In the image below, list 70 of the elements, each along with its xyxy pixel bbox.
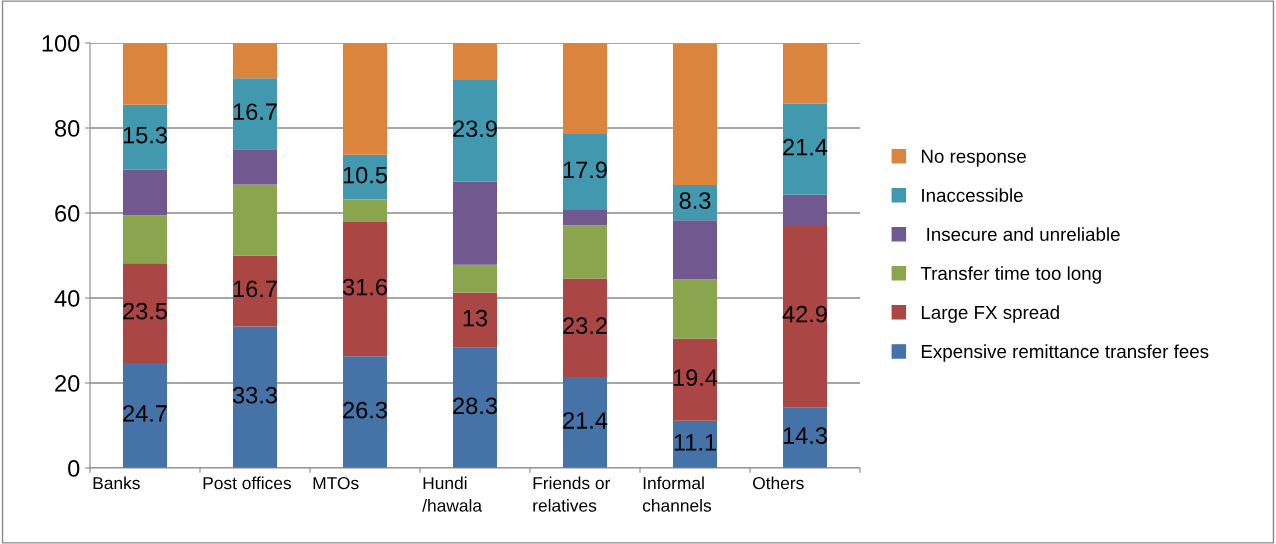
bar <box>783 224 827 408</box>
data-label: 11.1 <box>674 434 716 451</box>
data-label: 13 <box>463 309 488 327</box>
bar <box>233 78 277 150</box>
bar <box>343 43 387 155</box>
bar <box>673 43 717 185</box>
bar <box>563 225 607 279</box>
data-label: 8.3 <box>679 192 711 209</box>
x-tick-label: Post offices <box>203 476 292 490</box>
x-tick-label: Informal channels <box>642 476 712 512</box>
data-label: 28.3 <box>453 397 497 415</box>
bar <box>673 279 717 339</box>
y-tick-label: 100 <box>42 35 80 52</box>
data-label: 16.7 <box>233 280 277 298</box>
legend-label: Insecure and unreliable <box>927 227 1120 242</box>
bar <box>783 407 827 468</box>
bar <box>233 149 277 185</box>
bar <box>453 43 497 80</box>
y-tick-label: 20 <box>55 375 80 392</box>
bar <box>783 43 827 104</box>
bar <box>563 133 607 211</box>
data-label: 16.7 <box>233 103 277 121</box>
bar <box>123 215 167 264</box>
bar <box>123 104 167 170</box>
bar <box>453 79 497 182</box>
x-tick-label: Friends or relatives <box>533 476 611 512</box>
data-label: 17.9 <box>563 161 607 179</box>
bar <box>233 43 277 79</box>
x-tick-label: Banks <box>93 476 140 490</box>
data-label: 10.5 <box>343 166 387 184</box>
bar <box>453 347 497 468</box>
bar <box>123 263 167 364</box>
bar <box>563 43 607 134</box>
bar <box>563 210 607 226</box>
bar <box>783 194 827 225</box>
bar <box>673 220 717 280</box>
bar <box>123 169 167 216</box>
bar <box>123 363 167 468</box>
bar <box>123 43 167 105</box>
legend-label: Large FX spread <box>921 305 1059 323</box>
data-label: 14.3 <box>783 427 827 444</box>
bar <box>343 221 387 357</box>
data-label: 23.9 <box>453 120 497 138</box>
y-tick-label: 0 <box>68 460 80 477</box>
bar <box>453 292 497 348</box>
x-tick-label: Hundi /hawala <box>422 476 483 512</box>
data-label: 33.3 <box>232 386 277 404</box>
y-tick-label: 60 <box>55 205 80 222</box>
bar <box>453 264 497 293</box>
data-label: 23.5 <box>123 302 167 320</box>
bar <box>563 278 607 378</box>
data-label: 23.2 <box>563 317 607 335</box>
bar <box>233 255 277 327</box>
legend-label: No response <box>921 149 1026 167</box>
y-tick-label: 80 <box>55 120 80 137</box>
bar <box>343 199 387 222</box>
bar <box>453 181 497 265</box>
x-tick-label: MTOs <box>313 476 359 490</box>
legend-label: Transfer time too long <box>920 266 1101 284</box>
data-label: 26.3 <box>343 401 387 419</box>
data-label: 24.7 <box>123 405 167 422</box>
x-tick-label: Others <box>753 476 804 490</box>
data-label: 15.3 <box>123 126 167 144</box>
bar <box>233 326 277 468</box>
legend-label: Expensive remittance transfer fees <box>921 344 1209 362</box>
legend-label: Inaccessible <box>922 188 1023 202</box>
y-tick-label: 40 <box>54 290 80 307</box>
bar <box>233 184 277 256</box>
bar <box>343 356 387 468</box>
data-label: 31.6 <box>342 278 387 296</box>
